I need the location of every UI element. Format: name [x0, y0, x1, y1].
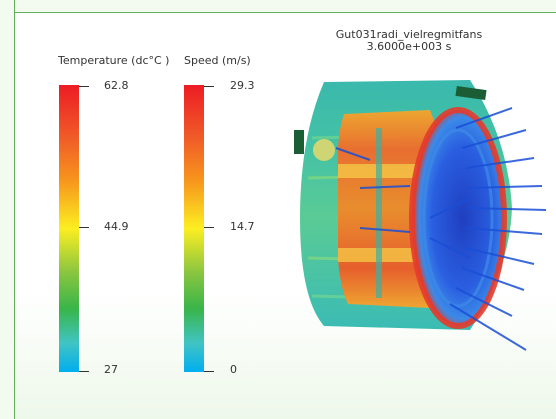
speed-color-bar	[184, 85, 204, 372]
temperature-max-label: 62.8	[104, 79, 129, 92]
temperature-color-bar	[59, 85, 79, 372]
temperature-mid-label: 44.9	[104, 220, 129, 233]
flow-vector	[359, 185, 411, 189]
flow-vector	[335, 147, 371, 161]
speed-legend-title: Speed (m/s)	[184, 54, 251, 67]
flow-vector	[467, 207, 547, 211]
render-title: Gut031radi_vielregmitfans	[335, 28, 483, 41]
top-bracket	[455, 85, 487, 101]
speed-tick-max	[204, 86, 214, 87]
temperature-legend-title: Temperature (dc°C )	[58, 54, 170, 67]
flow-vector	[467, 185, 543, 189]
flow-vectors	[335, 107, 547, 351]
flow-vector	[449, 303, 527, 351]
temperature-tick-mid	[79, 227, 89, 228]
end-face-rim	[409, 107, 507, 329]
flow-vector	[429, 197, 471, 219]
flow-vector	[455, 287, 513, 317]
flow-vector	[461, 267, 525, 291]
flow-vector	[465, 247, 535, 265]
render-time-label: 3.6000e+003 s	[366, 40, 452, 53]
flow-vector	[429, 237, 471, 259]
fan-end-face	[412, 110, 504, 326]
speed-mid-label: 14.7	[230, 220, 255, 233]
flow-vector	[455, 107, 513, 129]
stator-gap	[376, 128, 382, 298]
terminal-box	[294, 130, 304, 154]
flow-vector	[359, 227, 411, 233]
flow-vector	[465, 157, 535, 169]
flow-vector	[467, 227, 543, 235]
speed-max-label: 29.3	[230, 79, 255, 92]
temperature-min-label: 27	[104, 363, 118, 376]
temperature-tick-min	[79, 371, 89, 372]
frame-left-border	[0, 0, 15, 419]
temperature-tick-max	[79, 86, 89, 87]
speed-tick-mid	[204, 227, 214, 228]
speed-min-label: 0	[230, 363, 237, 376]
bearing-hotspot	[313, 139, 335, 161]
frame-top-border	[0, 0, 556, 13]
speed-tick-min	[204, 371, 214, 372]
end-face-inner	[422, 128, 494, 308]
flow-vector	[461, 129, 527, 149]
motor-thermal-render	[294, 80, 547, 351]
